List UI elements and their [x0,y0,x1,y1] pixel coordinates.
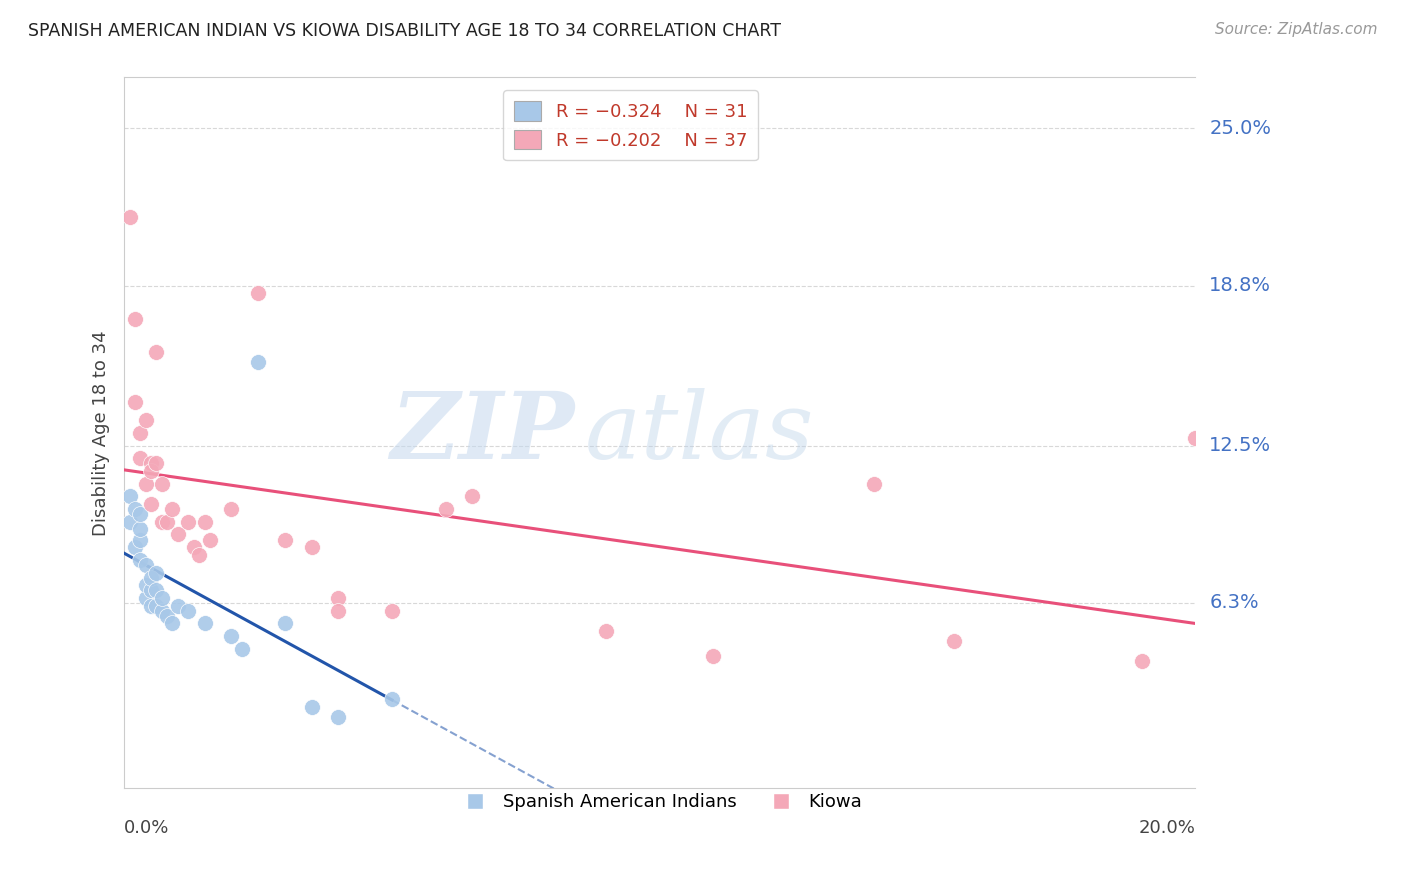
Text: 12.5%: 12.5% [1209,436,1271,455]
Point [145,344,167,359]
Point [139,456,162,470]
Point [702,649,724,664]
Y-axis label: Disability Age 18 to 34: Disability Age 18 to 34 [93,330,110,536]
Point [156,515,179,529]
Point [129,451,152,466]
Point [118,210,141,224]
Point [135,413,157,427]
Point [381,692,404,706]
Point [381,604,404,618]
Point [135,558,157,572]
Text: atlas: atlas [585,388,814,478]
Point [135,591,157,605]
Text: 6.3%: 6.3% [1209,593,1258,613]
Text: SPANISH AMERICAN INDIAN VS KIOWA DISABILITY AGE 18 TO 34 CORRELATION CHART: SPANISH AMERICAN INDIAN VS KIOWA DISABIL… [28,22,782,40]
Point [188,548,211,562]
Point [150,515,173,529]
Point [150,591,173,605]
Point [129,507,152,521]
Point [434,502,457,516]
Point [1184,431,1206,445]
Legend: Spanish American Indians, Kiowa: Spanish American Indians, Kiowa [450,786,869,818]
Point [328,604,350,618]
Point [129,522,152,536]
Text: Source: ZipAtlas.com: Source: ZipAtlas.com [1215,22,1378,37]
Point [221,629,243,643]
Point [162,616,184,631]
Point [221,502,243,516]
Point [231,641,253,656]
Point [193,515,215,529]
Point [863,476,886,491]
Point [177,515,200,529]
Point [118,489,141,503]
Point [145,599,167,613]
Point [301,540,323,554]
Point [328,591,350,605]
Point [135,578,157,592]
Point [274,616,297,631]
Point [139,583,162,598]
Point [135,476,157,491]
Point [328,710,350,724]
Text: 20.0%: 20.0% [1139,819,1195,837]
Point [198,533,221,547]
Point [156,608,179,623]
Point [595,624,617,638]
Point [193,616,215,631]
Point [166,527,188,541]
Point [124,395,146,409]
Point [129,425,152,440]
Point [274,533,297,547]
Point [150,604,173,618]
Point [124,502,146,516]
Point [145,583,167,598]
Point [129,553,152,567]
Point [139,497,162,511]
Point [461,489,484,503]
Point [124,311,146,326]
Point [145,566,167,580]
Point [183,540,205,554]
Text: 25.0%: 25.0% [1209,119,1271,137]
Text: ZIP: ZIP [389,388,574,478]
Point [139,464,162,478]
Point [943,634,966,648]
Point [301,700,323,714]
Point [139,571,162,585]
Point [139,599,162,613]
Point [124,540,146,554]
Point [247,355,270,369]
Point [247,286,270,301]
Point [145,456,167,470]
Point [150,476,173,491]
Point [129,533,152,547]
Point [162,502,184,516]
Text: 0.0%: 0.0% [124,819,170,837]
Point [177,604,200,618]
Point [118,515,141,529]
Text: 18.8%: 18.8% [1209,277,1271,295]
Point [166,599,188,613]
Point [1130,654,1153,668]
